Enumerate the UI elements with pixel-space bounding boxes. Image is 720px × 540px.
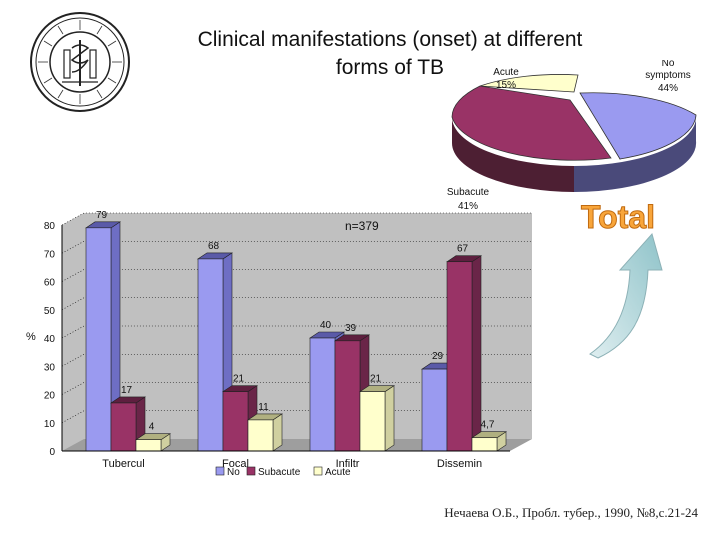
university-seal-icon bbox=[30, 12, 130, 112]
bar-dissemin-acute bbox=[471, 431, 507, 452]
legend-swatch-no bbox=[215, 466, 225, 476]
y-tick-label: 30 bbox=[44, 362, 56, 373]
y-axis-label: % bbox=[26, 331, 36, 343]
pie-label-acute: Acute bbox=[493, 67, 519, 78]
data-label-tubercul-subacute: 17 bbox=[121, 385, 133, 396]
data-label-infiltr-acute: 21 bbox=[370, 374, 382, 385]
pie-label-no-symptoms-2: symptoms bbox=[645, 70, 691, 81]
pie-label-subacute-group: Subacute 41% bbox=[447, 187, 490, 212]
pie-slice-no-symptoms-top bbox=[579, 92, 697, 160]
data-label-dissemin-no: 29 bbox=[432, 351, 444, 362]
pie-label-no-symptoms: No bbox=[662, 60, 675, 69]
data-label-focal-no: 68 bbox=[208, 241, 220, 252]
bar-dissemin-subacute bbox=[446, 255, 482, 452]
pie-slice-no-symptoms-side bbox=[574, 115, 697, 192]
sample-size-annotation: n=379 bbox=[345, 219, 379, 233]
data-label-infiltr-no: 40 bbox=[320, 320, 332, 331]
total-text: Total bbox=[581, 199, 655, 235]
bar-focal-acute bbox=[247, 413, 283, 452]
chart-floor bbox=[62, 439, 532, 451]
pie-slice-acute bbox=[479, 74, 579, 93]
x-category-label: Dissemin bbox=[437, 458, 482, 470]
legend-label-no: No bbox=[227, 467, 240, 478]
x-category-label: Tubercul bbox=[102, 458, 144, 470]
bar-infiltr-acute bbox=[359, 385, 395, 452]
y-tick-label: 40 bbox=[44, 334, 56, 345]
data-label-infiltr-subacute: 39 bbox=[345, 323, 357, 334]
source-citation: Нечаева О.Б., Пробл. тубер., 1990, №8,с.… bbox=[444, 505, 698, 520]
x-category-label: Focal bbox=[222, 458, 249, 470]
data-label-tubercul-acute: 4 bbox=[149, 422, 155, 433]
y-tick-label: 60 bbox=[44, 278, 56, 289]
bar-tubercul-acute bbox=[135, 433, 171, 452]
chart-legend: No Subacute Acute bbox=[215, 466, 351, 478]
pie-label-subacute: Subacute bbox=[447, 187, 490, 198]
y-tick-label: 70 bbox=[44, 249, 56, 260]
pie-slice-subacute-side bbox=[452, 117, 574, 192]
pie-label-no-symptoms-value: 44% bbox=[658, 83, 678, 94]
total-label: Total bbox=[580, 199, 655, 236]
bar-tubercul-subacute bbox=[110, 396, 146, 452]
slide-title: Clinical manifestations (onset) at diffe… bbox=[140, 26, 640, 82]
legend-swatch-subacute bbox=[246, 466, 256, 476]
legend-label-subacute: Subacute bbox=[258, 467, 301, 478]
curved-arrow-icon bbox=[589, 232, 663, 359]
pie-label-acute-value: 15% bbox=[496, 80, 516, 91]
bar-chart: 0 10 20 30 40 50 60 70 80 79 17 4 Tubercul 68 21 11 Foca… bbox=[26, 210, 532, 478]
pie-chart-total: Acute 15% No symptoms 44% bbox=[451, 60, 697, 192]
pie-slice-subacute bbox=[451, 85, 612, 161]
data-label-tubercul-no: 79 bbox=[96, 210, 108, 221]
data-label-focal-acute: 11 bbox=[258, 402, 269, 413]
x-category-label: Infiltr bbox=[336, 458, 360, 470]
y-tick-label: 20 bbox=[44, 391, 56, 402]
legend-swatch-acute bbox=[313, 466, 323, 476]
legend-label-acute: Acute bbox=[325, 467, 351, 478]
y-tick-label: 80 bbox=[44, 221, 56, 232]
title-line-2: forms of TB bbox=[335, 56, 445, 79]
pie-label-subacute-value: 41% bbox=[458, 201, 478, 212]
chart-back-wall bbox=[62, 213, 532, 451]
y-tick-label: 50 bbox=[44, 306, 56, 317]
y-tick-label: 10 bbox=[44, 419, 56, 430]
data-label-focal-subacute: 21 bbox=[233, 374, 245, 385]
data-label-dissemin-acute: 4,7 bbox=[481, 420, 495, 431]
title-line-1: Clinical manifestations (onset) at diffe… bbox=[197, 28, 583, 51]
y-tick-label: 0 bbox=[49, 447, 55, 458]
data-label-dissemin-subacute: 67 bbox=[457, 244, 469, 255]
